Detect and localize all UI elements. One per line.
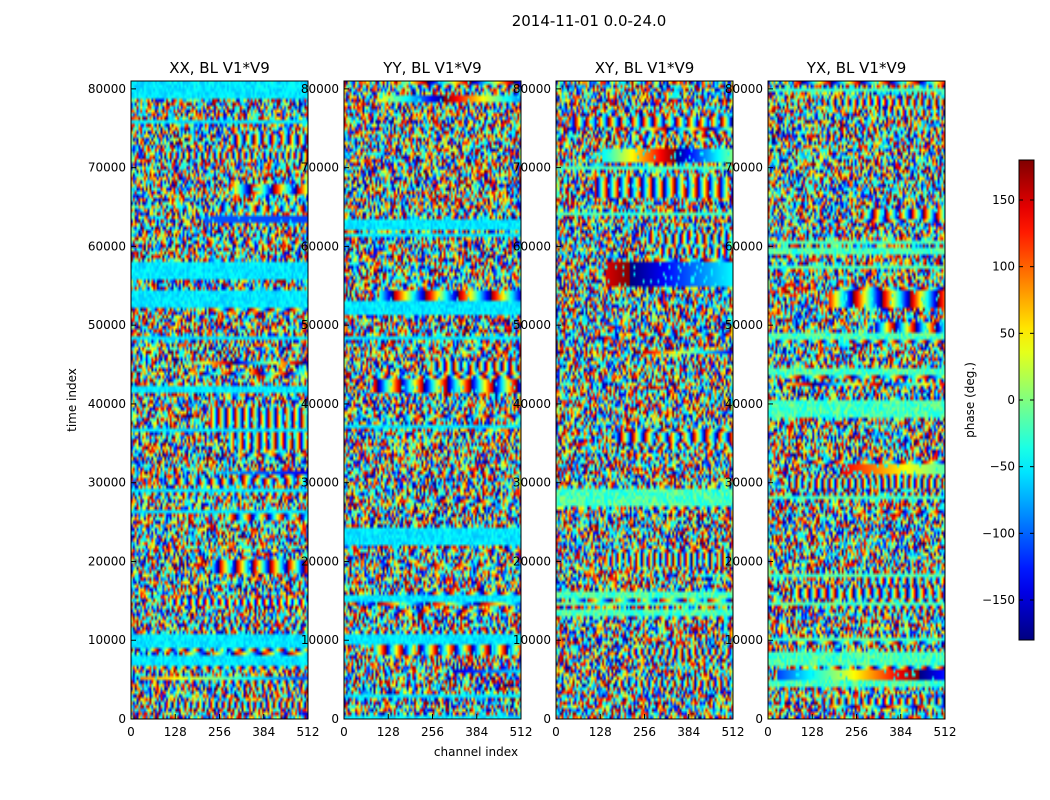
panel-xy-y-tick-label-60000: 60000 <box>513 239 551 253</box>
panel-yx-heatmap <box>768 81 945 719</box>
panel-xy-x-tick-label-512: 512 <box>722 725 745 739</box>
panel-xy-y-tick-label-0: 0 <box>543 712 551 726</box>
panel-yx-y-tick-label-10000: 10000 <box>725 633 763 647</box>
x-axis-label: channel index <box>434 745 518 759</box>
heatmap-panels: XX, BL V1*V9 0 128 256 384 512 0 10000 20000 3000… <box>88 59 957 739</box>
panel-yy-y-tick-label-20000: 20000 <box>301 554 339 568</box>
panel-xy-y-tick-label-30000: 30000 <box>513 476 551 490</box>
panel-yy-heatmap <box>344 81 521 719</box>
panel-xx-x-tick-label-512: 512 <box>297 725 320 739</box>
panel-xx-y-tick-label-0: 0 <box>118 712 126 726</box>
panel-xy: XY, BL V1*V9 0 128 256 384 512 0 10000 20000 3000… <box>513 59 745 739</box>
panel-yx-y-tick-label-30000: 30000 <box>725 476 763 490</box>
panel-xy-y-tick-label-10000: 10000 <box>513 633 551 647</box>
colorbar-tick-label--50: −50 <box>990 460 1015 474</box>
panel-yx-x-tick-label-512: 512 <box>934 725 957 739</box>
panel-yy-x-tick-label-0: 0 <box>340 725 348 739</box>
panel-yy-x-tick-label-512: 512 <box>510 725 533 739</box>
panel-yx-x-tick-label-256: 256 <box>845 725 868 739</box>
panel-xx-x-tick-label-0: 0 <box>127 725 135 739</box>
panel-xx-y-tick-label-80000: 80000 <box>88 82 126 96</box>
panel-yy-x-tick-label-384: 384 <box>465 725 488 739</box>
panel-xx-y-tick-label-60000: 60000 <box>88 239 126 253</box>
panel-yx: YX, BL V1*V9 0 128 256 384 512 0 10000 20000 3000… <box>725 59 957 739</box>
panel-yy-title: YY, BL V1*V9 <box>382 59 481 77</box>
panel-xy-title: XY, BL V1*V9 <box>595 59 695 77</box>
panel-yy-y-tick-label-10000: 10000 <box>301 633 339 647</box>
panel-xy-y-tick-label-80000: 80000 <box>513 82 551 96</box>
panel-xy-y-tick-label-40000: 40000 <box>513 397 551 411</box>
panel-xx-y-tick-label-50000: 50000 <box>88 318 126 332</box>
y-axis-label: time index <box>65 368 79 432</box>
colorbar-tick-label--150: −150 <box>982 593 1015 607</box>
x-axis-label-group: channel index <box>434 745 518 759</box>
panel-yx-y-tick-label-0: 0 <box>755 712 763 726</box>
figure-suptitle: 2014-11-01 0.0-24.0 <box>512 12 667 30</box>
panel-xy-y-tick-label-70000: 70000 <box>513 161 551 175</box>
panel-yx-y-tick-label-80000: 80000 <box>725 82 763 96</box>
panel-yx-y-tick-label-50000: 50000 <box>725 318 763 332</box>
panel-yx-title: YX, BL V1*V9 <box>806 59 907 77</box>
panel-yx-y-tick-label-20000: 20000 <box>725 554 763 568</box>
panel-xy-x-tick-label-0: 0 <box>552 725 560 739</box>
panel-yx-y-tick-label-70000: 70000 <box>725 161 763 175</box>
panel-xx: XX, BL V1*V9 0 128 256 384 512 0 10000 20000 3000… <box>88 59 320 739</box>
panel-xx-y-tick-label-10000: 10000 <box>88 633 126 647</box>
panel-xx-y-tick-label-20000: 20000 <box>88 554 126 568</box>
y-axis-label-group: time index <box>65 368 79 432</box>
panel-yy-y-tick-label-0: 0 <box>331 712 339 726</box>
panel-xy-x-tick-label-384: 384 <box>677 725 700 739</box>
colorbar-tick-label-100: 100 <box>992 260 1015 274</box>
colorbar-label-group: phase (deg.) <box>963 362 977 438</box>
panel-yx-x-tick-label-0: 0 <box>764 725 772 739</box>
panel-yy-x-tick-label-128: 128 <box>377 725 400 739</box>
panel-yy-y-tick-label-50000: 50000 <box>301 318 339 332</box>
colorbar-tick-label-0: 0 <box>1007 393 1015 407</box>
panel-yy-y-tick-label-60000: 60000 <box>301 239 339 253</box>
panel-xx-title: XX, BL V1*V9 <box>169 59 270 77</box>
colorbar-tick-label--100: −100 <box>982 526 1015 540</box>
panel-yx-y-tick-label-60000: 60000 <box>725 239 763 253</box>
panel-yy-x-tick-label-256: 256 <box>421 725 444 739</box>
panel-xy-x-tick-label-256: 256 <box>633 725 656 739</box>
colorbar-tick-label-150: 150 <box>992 193 1015 207</box>
panel-xx-x-tick-label-256: 256 <box>208 725 231 739</box>
panel-xy-y-tick-label-20000: 20000 <box>513 554 551 568</box>
panel-yx-x-tick-label-128: 128 <box>801 725 824 739</box>
panel-xx-x-tick-label-384: 384 <box>252 725 275 739</box>
panel-yy-y-tick-label-40000: 40000 <box>301 397 339 411</box>
colorbar: −150 −100 −50 0 50 100 150 <box>982 159 1035 641</box>
panel-yx-x-tick-label-384: 384 <box>889 725 912 739</box>
panel-xx-heatmap <box>131 81 308 719</box>
panel-yy: YY, BL V1*V9 0 128 256 384 512 0 10000 20000 3000… <box>301 59 533 739</box>
panel-xx-x-tick-label-128: 128 <box>164 725 187 739</box>
panel-yy-y-tick-label-80000: 80000 <box>301 82 339 96</box>
panel-xy-x-tick-label-128: 128 <box>589 725 612 739</box>
panel-xy-heatmap <box>556 81 733 719</box>
panel-xx-y-tick-label-30000: 30000 <box>88 476 126 490</box>
colorbar-tick-label-50: 50 <box>1000 326 1015 340</box>
panel-xx-y-tick-label-70000: 70000 <box>88 161 126 175</box>
panel-xx-y-tick-label-40000: 40000 <box>88 397 126 411</box>
panel-yy-y-tick-label-70000: 70000 <box>301 161 339 175</box>
colorbar-label: phase (deg.) <box>963 362 977 438</box>
panel-yy-y-tick-label-30000: 30000 <box>301 476 339 490</box>
panel-yx-y-tick-label-40000: 40000 <box>725 397 763 411</box>
panel-xy-y-tick-label-50000: 50000 <box>513 318 551 332</box>
